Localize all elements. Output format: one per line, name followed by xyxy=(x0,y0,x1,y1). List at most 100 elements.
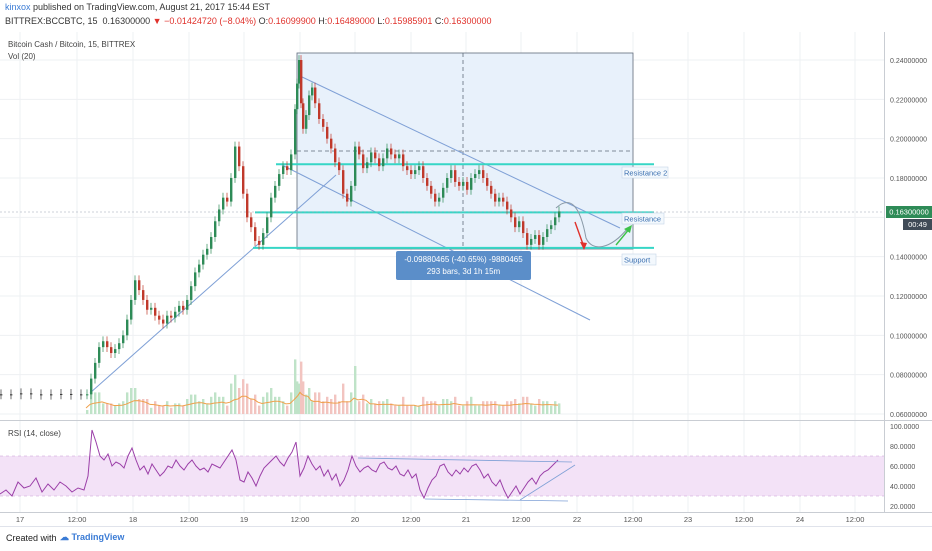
volume-bar xyxy=(522,396,525,414)
tradingview-brand: TradingView xyxy=(71,532,125,542)
candle-body xyxy=(418,166,421,171)
candle-body xyxy=(194,272,197,287)
symbol-label[interactable]: BITTREX:BCCBTC, 15 xyxy=(5,16,98,26)
volume-bar xyxy=(510,401,513,414)
candle-body xyxy=(238,146,241,167)
rsi-band xyxy=(0,456,884,496)
rsi-legend[interactable]: RSI (14, close) xyxy=(8,429,61,438)
last-price-badge xyxy=(886,206,932,218)
price-tick-label: 0.24000000 xyxy=(890,58,927,65)
candle-body xyxy=(60,393,63,395)
candle-body xyxy=(190,286,193,300)
candle-body xyxy=(522,221,525,234)
time-axis[interactable]: 17 12:00 18 12:00 19 12:00 20 12:00 21 12:00 22 12:… xyxy=(16,515,865,524)
volume-ma-line xyxy=(85,391,559,409)
time-tick-label: 18 xyxy=(129,515,137,524)
candle-body xyxy=(146,299,149,310)
volume-bar xyxy=(338,401,341,414)
price-tick-label: 0.12000000 xyxy=(890,294,927,301)
main-series-legend[interactable]: Bitcoin Cash / Bitcoin, 15, BITTREX xyxy=(8,40,136,49)
candle-body xyxy=(554,217,557,226)
candle-body xyxy=(338,162,341,171)
candle-body xyxy=(398,154,401,159)
candle-body xyxy=(226,197,229,202)
volume-legend[interactable]: Vol (20) xyxy=(8,52,36,61)
resistance-label[interactable]: Resistance xyxy=(624,215,661,224)
candle-body xyxy=(450,170,453,178)
candle-body xyxy=(386,148,389,159)
candle-body xyxy=(80,394,83,396)
candle-body xyxy=(326,126,329,139)
volume-bar xyxy=(486,401,489,414)
candle-body xyxy=(414,170,417,175)
volume-bar xyxy=(358,401,361,414)
candle-body xyxy=(506,201,509,210)
candle-body xyxy=(314,87,317,104)
rsi-axis[interactable]: 100.0000 80.0000 60.0000 40.0000 20.0000 xyxy=(890,424,919,511)
volume-bar xyxy=(90,392,93,414)
publish-line: kinxox published on TradingView.com, Aug… xyxy=(5,2,270,12)
down-triangle-icon: ▼ xyxy=(152,16,162,26)
candle-body xyxy=(122,335,125,344)
price-tick-label: 0.22000000 xyxy=(890,97,927,104)
tradingview-cloud-icon: ☁ xyxy=(60,532,72,542)
uptrend-line[interactable] xyxy=(89,174,337,394)
volume-bar xyxy=(302,381,305,414)
candle-body xyxy=(110,347,113,354)
resistance-2-label[interactable]: Resistance 2 xyxy=(624,169,667,178)
candle-body xyxy=(514,217,517,228)
rsi-trend-lower[interactable] xyxy=(424,498,569,502)
candle-body xyxy=(426,178,429,186)
time-tick-label: 12:00 xyxy=(68,515,87,524)
volume-bar xyxy=(390,403,393,414)
projection-curve[interactable] xyxy=(555,202,629,248)
candle-body xyxy=(430,185,433,194)
volume-bar xyxy=(270,388,273,414)
volume-bar xyxy=(342,383,345,414)
price-axis[interactable]: 0.24000000 0.22000000 0.20000000 0.18000000… xyxy=(890,58,927,419)
candle-body xyxy=(254,227,257,241)
candle-body xyxy=(490,185,493,194)
volume-bar xyxy=(362,394,365,414)
candle-body xyxy=(305,115,308,129)
support-label[interactable]: Support xyxy=(624,256,651,265)
candle-body xyxy=(170,315,173,318)
volume-bar xyxy=(178,403,181,414)
rsi-trend-upper[interactable] xyxy=(357,457,573,463)
volume-bar xyxy=(546,401,549,414)
rsi-trend-rising[interactable] xyxy=(519,464,576,501)
time-tick-label: 24 xyxy=(796,515,804,524)
candle-body xyxy=(378,158,381,167)
volume-bar xyxy=(458,405,461,414)
volume-bar xyxy=(254,394,257,414)
tradingview-logo[interactable]: ☁ TradingView xyxy=(60,532,124,543)
rsi-line xyxy=(0,429,559,500)
price-change: −0.01424720 (−8.04%) xyxy=(164,16,257,26)
volume-bar xyxy=(538,399,541,414)
candle-body xyxy=(250,217,253,228)
volume-bar xyxy=(466,401,469,414)
up-arrow-head xyxy=(624,225,632,233)
volume-bar xyxy=(530,403,533,414)
volume-bar xyxy=(130,388,133,414)
candle-body xyxy=(134,280,137,300)
time-tick-label: 12:00 xyxy=(512,515,531,524)
volume-bar xyxy=(274,396,277,414)
candle-body xyxy=(106,341,109,348)
volume-bar xyxy=(398,405,401,414)
volume-bar xyxy=(170,407,173,414)
volume-bar xyxy=(294,359,297,414)
candle-body xyxy=(258,240,261,245)
channel-lower-line[interactable] xyxy=(281,164,591,321)
volume-bar xyxy=(454,396,457,414)
volume-bar xyxy=(154,401,157,414)
volume-bar xyxy=(158,405,161,414)
candle-body xyxy=(266,217,269,234)
author-link[interactable]: kinxox xyxy=(5,2,31,12)
candle-body xyxy=(390,148,393,155)
volume-bar xyxy=(305,394,308,414)
resistance-2-label-box xyxy=(621,166,669,179)
candle-body xyxy=(150,307,153,310)
candle-body xyxy=(370,152,373,163)
volume-bar xyxy=(186,399,189,414)
